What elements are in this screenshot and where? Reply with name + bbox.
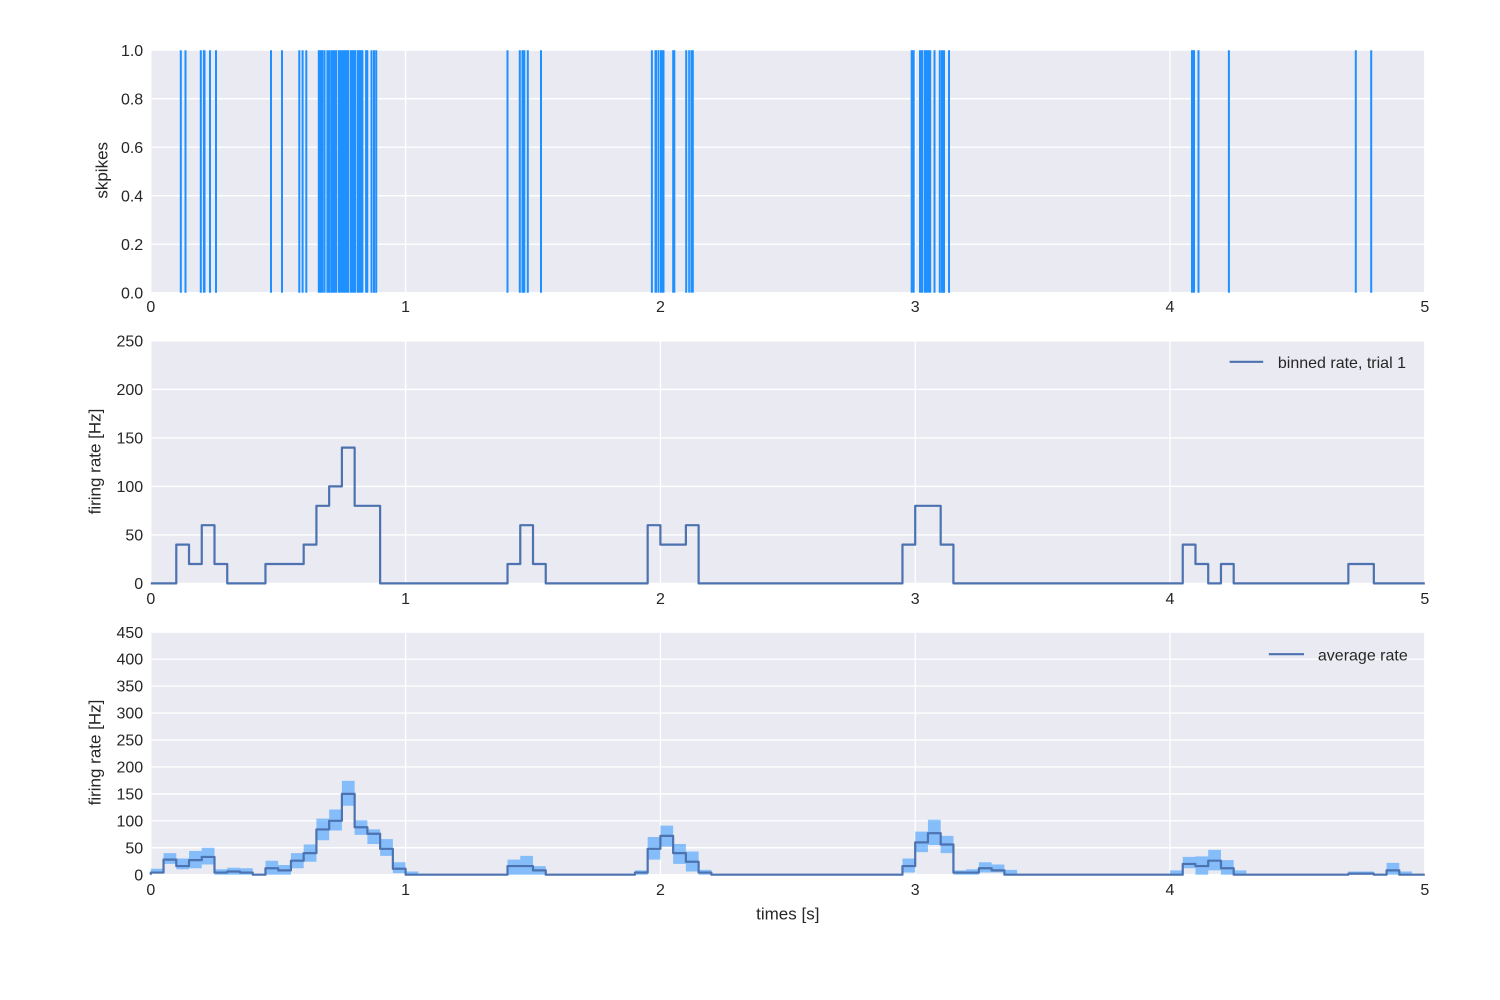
svg-text:200: 200	[116, 382, 143, 399]
svg-text:3: 3	[911, 591, 920, 608]
svg-text:100: 100	[116, 479, 143, 496]
svg-text:0: 0	[146, 299, 155, 316]
svg-text:0.6: 0.6	[121, 140, 143, 157]
svg-text:0.4: 0.4	[121, 188, 143, 205]
svg-text:250: 250	[116, 334, 143, 351]
svg-text:4: 4	[1166, 591, 1175, 608]
svg-text:3: 3	[911, 299, 920, 316]
svg-text:3: 3	[911, 882, 920, 899]
svg-text:skpikes: skpikes	[92, 142, 111, 199]
svg-text:2: 2	[656, 882, 665, 899]
svg-text:4: 4	[1166, 882, 1175, 899]
svg-text:400: 400	[116, 652, 143, 669]
svg-text:firing rate [Hz]: firing rate [Hz]	[86, 700, 105, 806]
svg-text:0.2: 0.2	[121, 237, 143, 254]
svg-text:0.0: 0.0	[121, 285, 143, 302]
svg-text:150: 150	[116, 431, 143, 448]
svg-text:200: 200	[116, 760, 143, 777]
svg-text:0.8: 0.8	[121, 91, 143, 108]
svg-text:150: 150	[116, 786, 143, 803]
svg-text:1: 1	[401, 591, 410, 608]
svg-text:2: 2	[656, 299, 665, 316]
svg-text:0: 0	[134, 576, 143, 593]
svg-text:1: 1	[401, 299, 410, 316]
svg-text:1: 1	[401, 882, 410, 899]
svg-text:5: 5	[1420, 591, 1429, 608]
svg-text:1.0: 1.0	[121, 43, 143, 60]
svg-text:0: 0	[134, 867, 143, 884]
svg-text:2: 2	[656, 591, 665, 608]
svg-text:average rate: average rate	[1318, 647, 1408, 664]
svg-text:5: 5	[1420, 882, 1429, 899]
svg-text:firing rate [Hz]: firing rate [Hz]	[86, 409, 105, 515]
svg-text:100: 100	[116, 813, 143, 830]
svg-text:350: 350	[116, 679, 143, 696]
svg-text:300: 300	[116, 706, 143, 723]
svg-text:250: 250	[116, 733, 143, 750]
svg-text:50: 50	[125, 840, 143, 857]
svg-text:binned rate, trial 1: binned rate, trial 1	[1278, 355, 1406, 372]
svg-text:4: 4	[1166, 299, 1175, 316]
svg-text:50: 50	[125, 528, 143, 545]
svg-text:0: 0	[146, 591, 155, 608]
svg-text:450: 450	[116, 625, 143, 642]
svg-text:5: 5	[1420, 299, 1429, 316]
svg-text:0: 0	[146, 882, 155, 899]
svg-text:times [s]: times [s]	[756, 904, 819, 923]
